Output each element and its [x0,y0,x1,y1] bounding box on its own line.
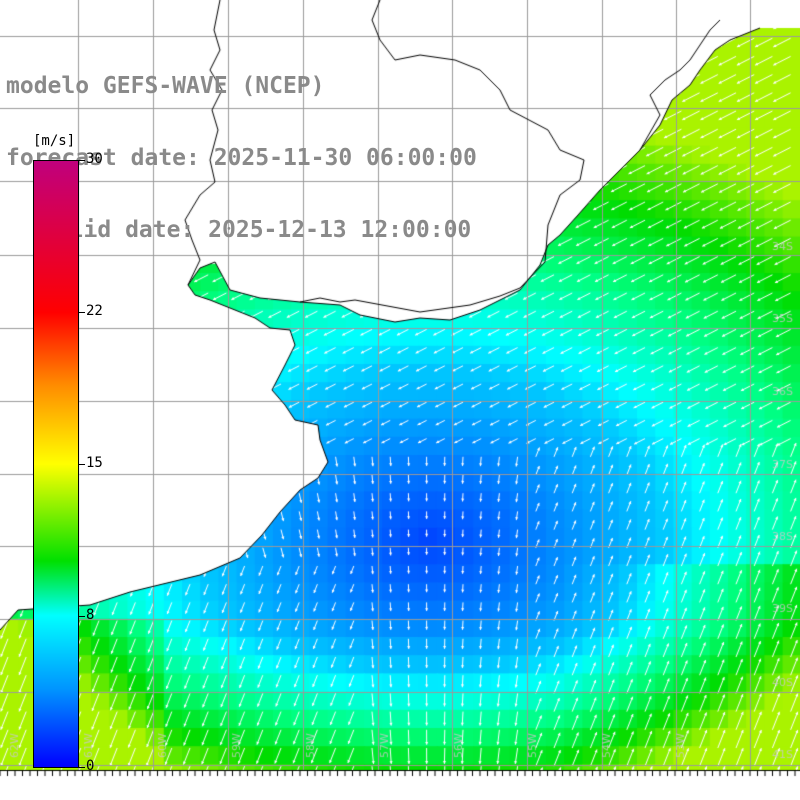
model-title: modelo GEFS-WAVE (NCEP) [6,73,325,99]
colorbar-tick-mark [79,767,85,768]
colorbar-tick-label: 8 [86,607,95,623]
colorbar-tick-mark [79,312,85,313]
colorbar-tick-mark [79,616,85,617]
colorbar-tick-label: 15 [86,455,103,471]
colorbar-tick-mark [79,160,85,161]
colorbar-unit: [m/s] [33,133,76,149]
colorbar-tick-label: 30 [86,151,103,167]
colorbar-tick-mark [79,464,85,465]
colorbar-tick-label: 0 [86,758,95,774]
colorbar [33,160,79,768]
colorbar-tick-label: 22 [86,303,103,319]
